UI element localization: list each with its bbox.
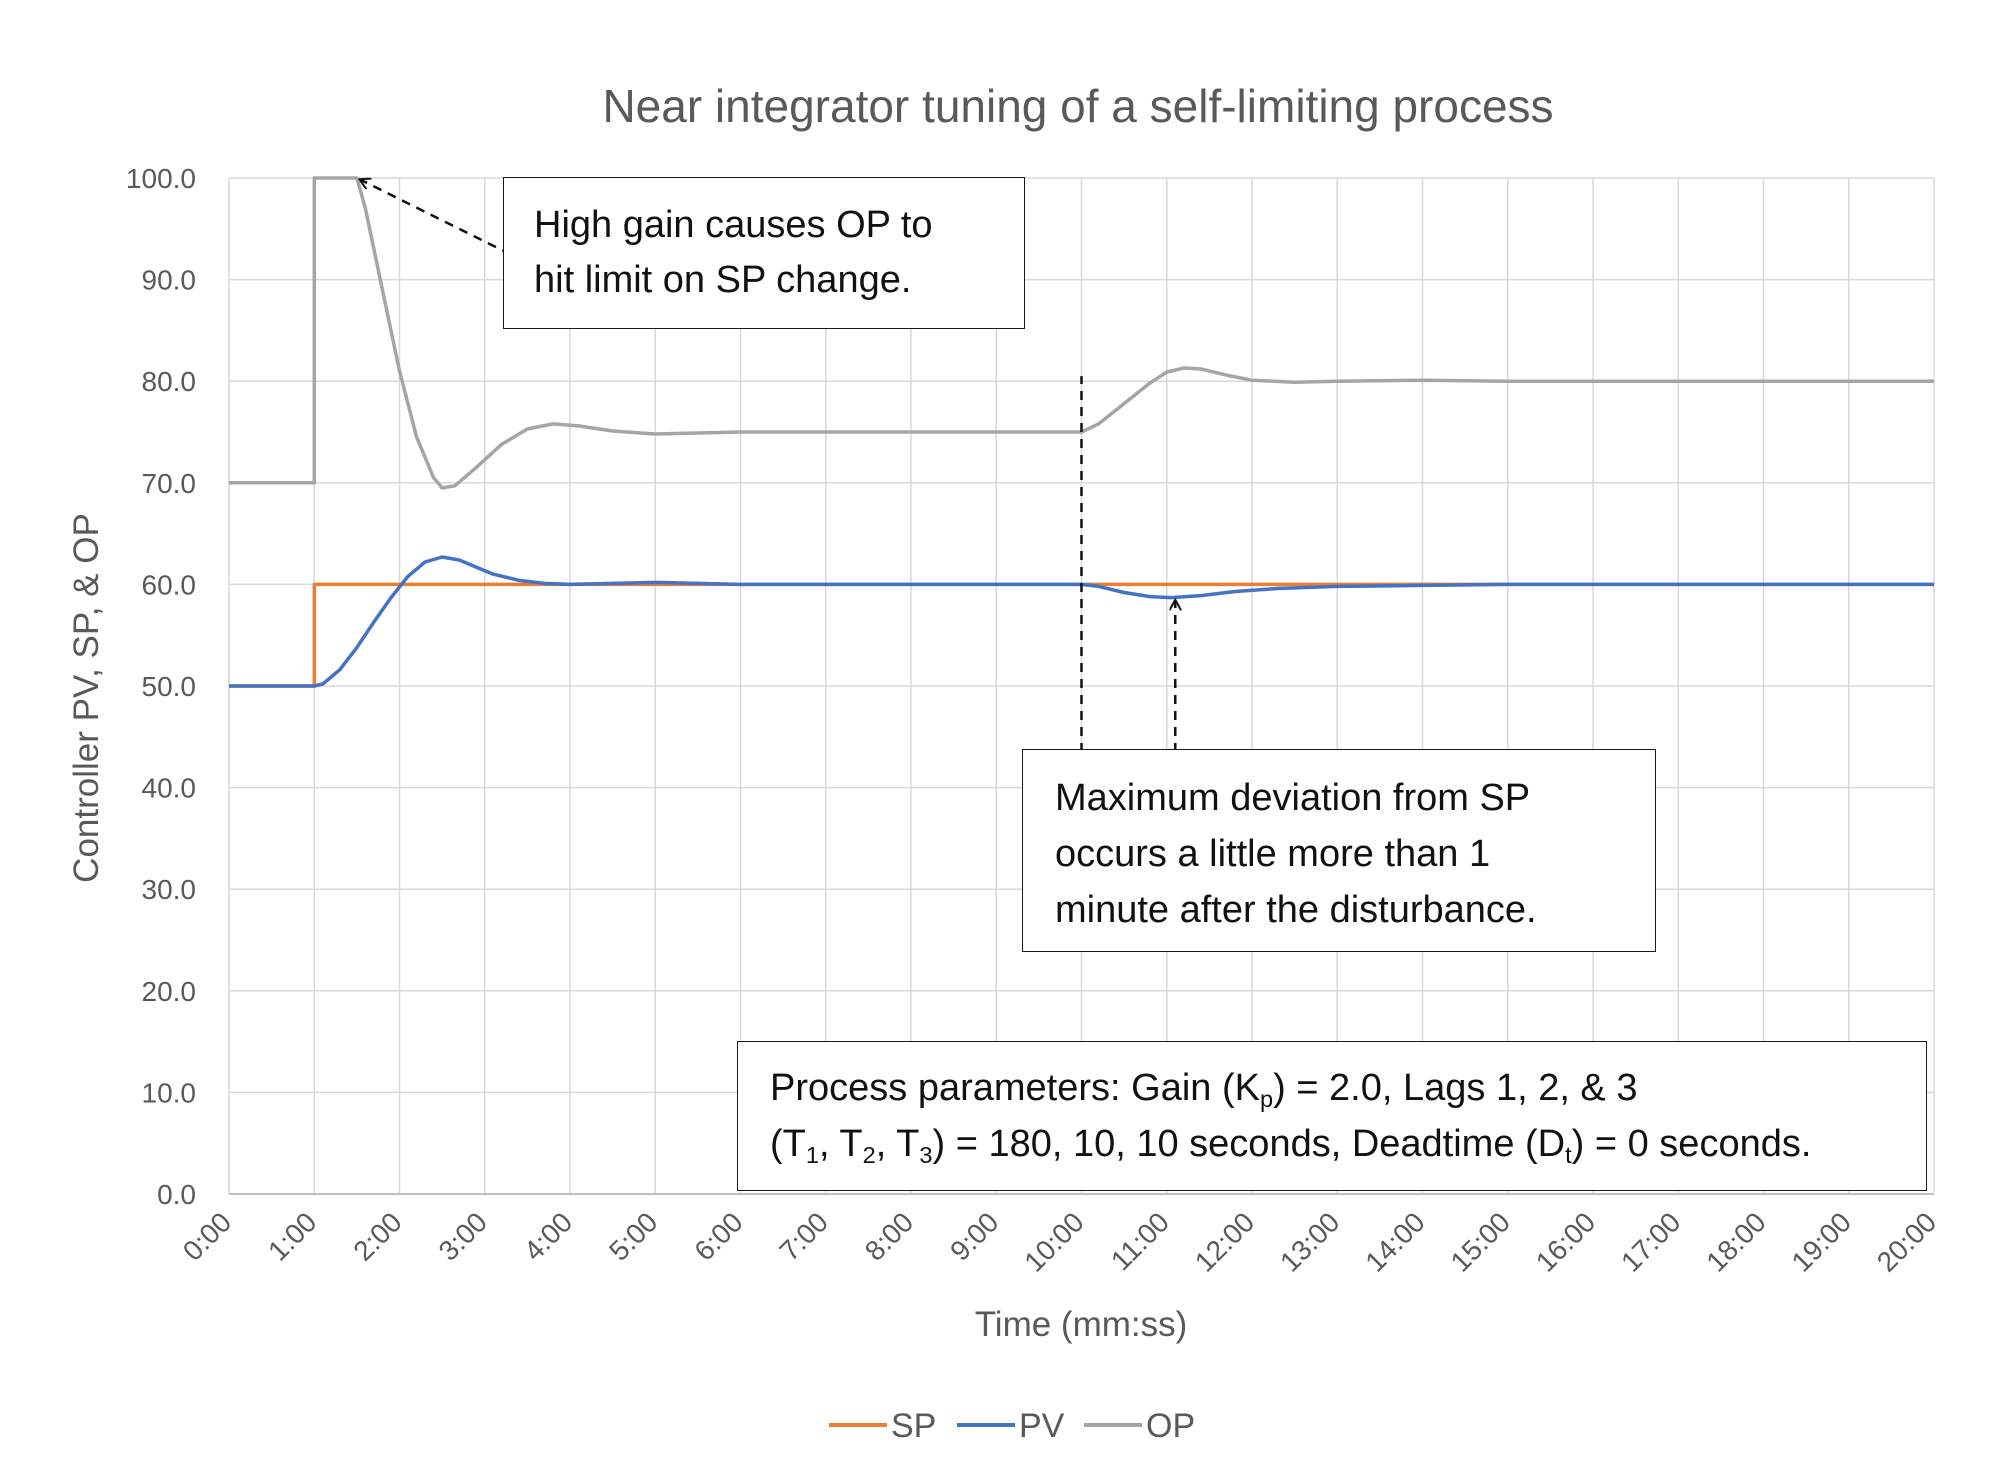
x-tick-label: 20:00: [1871, 1206, 1942, 1277]
annotation-arrow: [361, 180, 511, 256]
x-tick-labels: 0:00 1:00 2:00 3:00 4:00 5:00 6:00 7:00 8:00 9:00…: [177, 1206, 1942, 1277]
y-tick-labels: 0.0 10.0 20.0 30.0 40.0 50.0 60.0 70.0 80.0 90.0 1…: [126, 163, 196, 1210]
x-tick-label: 1:00: [262, 1206, 322, 1266]
x-tick-label: 9:00: [944, 1206, 1004, 1266]
y-tick-label: 20.0: [142, 976, 197, 1007]
series-line-pv: [229, 555, 1934, 688]
params-line-1: Process parameters: Gain (Kp) = 2.0, Lag…: [770, 1067, 1638, 1113]
x-axis-label: Time (mm:ss): [975, 1305, 1188, 1344]
params-line-2: (T1, T2, T3) = 180, 10, 10 seconds, Dead…: [770, 1123, 1812, 1169]
op-limit-line-1: High gain causes OP to: [534, 204, 933, 246]
y-tick-label: 70.0: [142, 468, 197, 499]
y-tick-label: 90.0: [142, 265, 197, 296]
legend-label-op: OP: [1146, 1407, 1195, 1445]
y-tick-label: 0.0: [157, 1179, 196, 1210]
y-tick-label: 50.0: [142, 671, 197, 702]
op-limit-annotation: High gain causes OP to hit limit on SP c…: [503, 177, 1025, 329]
series-lines: [229, 176, 1934, 688]
x-tick-label: 13:00: [1274, 1206, 1345, 1277]
x-tick-label: 6:00: [688, 1206, 748, 1266]
legend-label-pv: PV: [1019, 1407, 1065, 1445]
x-tick-label: 7:00: [774, 1206, 834, 1266]
x-tick-label: 3:00: [433, 1206, 493, 1266]
annotation-markers: [361, 180, 1175, 753]
process-params-annotation: Process parameters: Gain (Kp) = 2.0, Lag…: [737, 1041, 1927, 1191]
x-tick-label: 5:00: [603, 1206, 663, 1266]
deviation-line-3: minute after the disturbance.: [1055, 889, 1537, 931]
x-tick-label: 0:00: [177, 1206, 237, 1266]
legend-label-sp: SP: [891, 1407, 936, 1445]
y-tick-label: 40.0: [142, 773, 197, 804]
x-tick-label: 2:00: [347, 1206, 407, 1266]
legend: SP PV OP: [829, 1407, 1195, 1445]
op-limit-line-2: hit limit on SP change.: [534, 259, 912, 301]
x-tick-label: 12:00: [1189, 1206, 1260, 1277]
x-tick-label: 18:00: [1700, 1206, 1771, 1277]
series-line-op: [229, 176, 1934, 490]
deviation-line-2: occurs a little more than 1: [1055, 833, 1491, 875]
y-tick-label: 100.0: [126, 163, 196, 194]
deviation-line-1: Maximum deviation from SP: [1055, 777, 1531, 819]
y-tick-label: 60.0: [142, 569, 197, 600]
x-tick-label: 4:00: [518, 1206, 578, 1266]
x-tick-label: 19:00: [1786, 1206, 1857, 1277]
x-tick-label: 17:00: [1615, 1206, 1686, 1277]
y-tick-label: 10.0: [142, 1077, 197, 1108]
x-tick-label: 8:00: [859, 1206, 919, 1266]
x-tick-label: 14:00: [1359, 1206, 1430, 1277]
x-tick-label: 10:00: [1018, 1206, 1089, 1277]
x-tick-label: 15:00: [1445, 1206, 1516, 1277]
deviation-annotation: Maximum deviation from SP occurs a littl…: [1022, 749, 1656, 952]
chart-title: Near integrator tuning of a self-limitin…: [602, 80, 1553, 132]
x-tick-label: 11:00: [1105, 1206, 1175, 1276]
y-tick-label: 30.0: [142, 874, 197, 905]
y-axis-label: Controller PV, SP, & OP: [67, 513, 106, 883]
x-tick-label: 16:00: [1530, 1206, 1601, 1277]
y-tick-label: 80.0: [142, 366, 197, 397]
